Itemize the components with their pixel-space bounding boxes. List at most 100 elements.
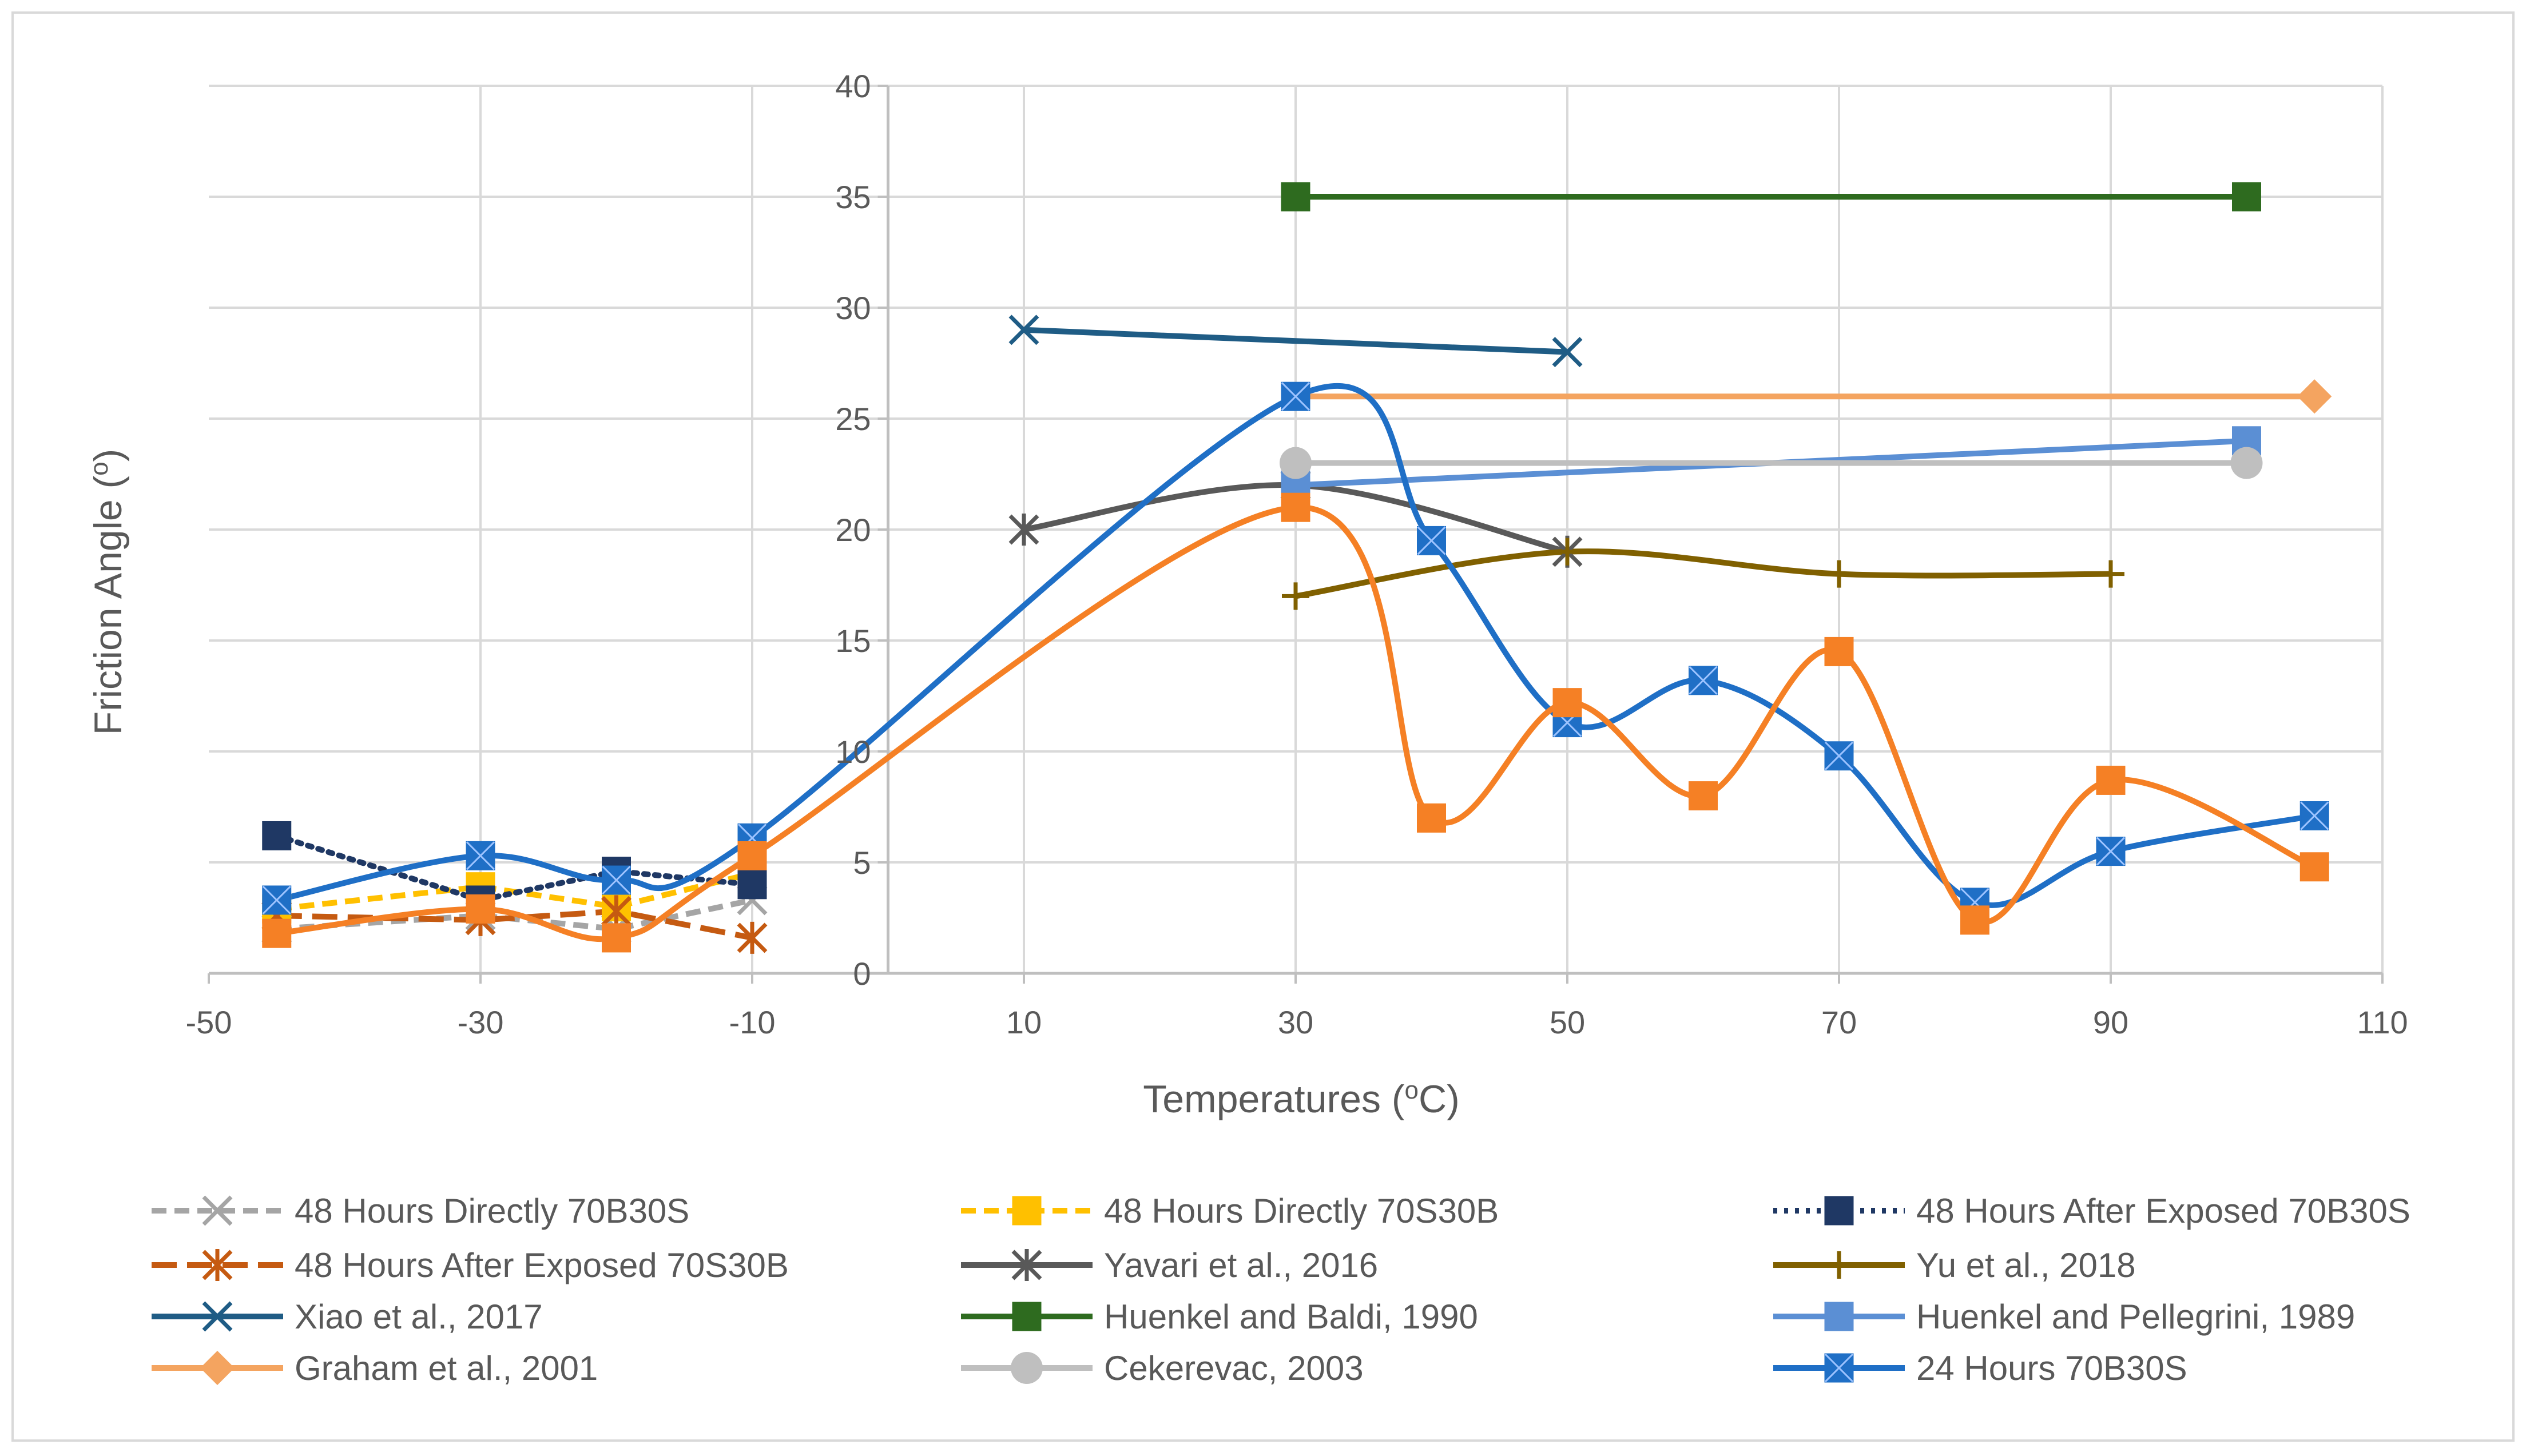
x-tick-label: 50 <box>1550 1004 1585 1040</box>
x-tick-label: 30 <box>1278 1004 1313 1040</box>
legend-item: 48 Hours Directly 70B30S <box>152 1192 689 1230</box>
legend-item: 24 Hours 70B30S <box>1773 1349 2187 1387</box>
series-line-yu-et-al-2018 <box>1295 548 2111 599</box>
data-point <box>1554 538 1581 566</box>
legend-marker <box>200 1351 235 1385</box>
series-line-xiao-et-al-2017 <box>1023 327 1568 355</box>
legend-label: Yavari et al., 2016 <box>1104 1246 1378 1284</box>
x-axis-title: Temperatures (oC) <box>1143 1076 1460 1121</box>
legend-label: Huenkel and Pellegrini, 1989 <box>1916 1298 2355 1336</box>
data-point <box>1417 803 1446 833</box>
y-tick-label: 25 <box>835 401 871 437</box>
x-tick-label: -30 <box>458 1004 504 1040</box>
legend-item: Huenkel and Baldi, 1990 <box>961 1298 1478 1336</box>
series-line-48-hours-directly-70b30s <box>276 897 753 932</box>
series-points-yu-et-al-2018 <box>1282 538 2124 610</box>
y-tick-label: 0 <box>853 956 871 992</box>
tick-labels: 0 5 10 15 20 25 30 35 40 -50 -30 -10 10 30 50 70 90 110 <box>186 68 2408 1040</box>
data-point <box>1281 492 1310 522</box>
data-point <box>2230 447 2263 479</box>
data-point <box>1281 381 1310 411</box>
x-tick-label: -50 <box>186 1004 232 1040</box>
data-point <box>2096 837 2126 866</box>
legend-label: Huenkel and Baldi, 1990 <box>1104 1298 1478 1336</box>
series-line-48-hours-after-exposed-70b30s <box>273 833 755 903</box>
legend-marker <box>202 1301 233 1332</box>
y-tick-label: 40 <box>835 68 871 104</box>
legend-label: Yu et al., 2018 <box>1916 1246 2136 1284</box>
data-point <box>2297 379 2332 414</box>
legend-item: 48 Hours Directly 70S30B <box>961 1192 1499 1230</box>
data-point <box>466 841 495 870</box>
series-points-huenkel-and-baldi-1990 <box>1281 182 2261 212</box>
data-point <box>1824 636 1854 666</box>
y-tick-label: 5 <box>853 845 871 881</box>
legend-marker <box>1825 1251 1853 1279</box>
data-point <box>2299 801 2329 831</box>
legend-label: 48 Hours Directly 70B30S <box>295 1192 689 1230</box>
data-point <box>1552 688 1582 718</box>
data-point <box>262 821 292 850</box>
axes <box>208 85 2384 984</box>
legend-item: Xiao et al., 2017 <box>152 1298 543 1336</box>
x-tick-label: 70 <box>1821 1004 1857 1040</box>
data-point <box>602 865 631 895</box>
legend-marker <box>1012 1302 1042 1331</box>
data-point <box>737 921 768 954</box>
data-point <box>1689 666 1718 695</box>
legend-item: Huenkel and Pellegrini, 1989 <box>1773 1298 2355 1336</box>
legend-marker <box>1011 1249 1042 1281</box>
legend-marker <box>202 1249 233 1281</box>
legend-marker <box>1824 1353 1854 1383</box>
legend-marker <box>1011 1352 1043 1384</box>
legend-marker <box>1824 1302 1854 1331</box>
legend-label: 24 Hours 70B30S <box>1916 1349 2187 1387</box>
data-point <box>1008 315 1039 345</box>
data-point <box>2097 560 2124 588</box>
data-point <box>1008 514 1039 546</box>
series-points-unlabeled-orange <box>262 492 2329 953</box>
series-markers <box>261 182 2332 954</box>
data-point <box>1960 905 1989 935</box>
legend-item: Graham et al., 2001 <box>152 1349 598 1387</box>
y-tick-label: 20 <box>835 512 871 548</box>
data-point <box>1824 741 1854 771</box>
legend-label: Graham et al., 2001 <box>295 1349 598 1387</box>
data-point <box>601 895 632 928</box>
chart-border <box>11 11 2515 1442</box>
legend-label: 48 Hours Directly 70S30B <box>1104 1192 1499 1230</box>
data-point <box>1282 582 1309 610</box>
legend-item: 48 Hours After Exposed 70S30B <box>152 1246 789 1284</box>
legend-marker <box>202 1195 233 1226</box>
series-points-xiao-et-al-2017 <box>1008 315 1583 368</box>
data-point <box>1417 526 1446 555</box>
y-tick-label: 10 <box>835 734 871 770</box>
data-point <box>2096 765 2126 795</box>
legend-label: Xiao et al., 2017 <box>295 1298 543 1336</box>
x-tick-label: 110 <box>2357 1004 2408 1040</box>
data-point <box>1281 182 1310 212</box>
data-point <box>2232 182 2261 212</box>
data-point <box>737 870 767 900</box>
y-axis-title: Friction Angle (o) <box>85 449 130 735</box>
data-point <box>1825 560 1853 588</box>
data-point <box>262 918 292 948</box>
x-tick-label: 10 <box>1006 1004 1042 1040</box>
data-point <box>602 923 631 953</box>
legend-marker <box>1824 1196 1854 1226</box>
legend-item: 48 Hours After Exposed 70B30S <box>1773 1192 2410 1230</box>
legend-label: 48 Hours After Exposed 70S30B <box>295 1246 789 1284</box>
data-point <box>737 841 767 870</box>
y-tick-label: 30 <box>835 290 871 326</box>
y-tick-label: 35 <box>835 179 871 215</box>
data-point <box>1552 337 1583 368</box>
series-points-cekerevac-2003 <box>1280 447 2263 479</box>
y-tick-label: 15 <box>835 623 871 659</box>
legend-item: Yu et al., 2018 <box>1773 1246 2136 1284</box>
legend-marker <box>1012 1196 1042 1226</box>
legend-label: Cekerevac, 2003 <box>1104 1349 1364 1387</box>
data-point <box>262 885 292 915</box>
series-points-graham-et-al-2001 <box>2297 379 2332 414</box>
